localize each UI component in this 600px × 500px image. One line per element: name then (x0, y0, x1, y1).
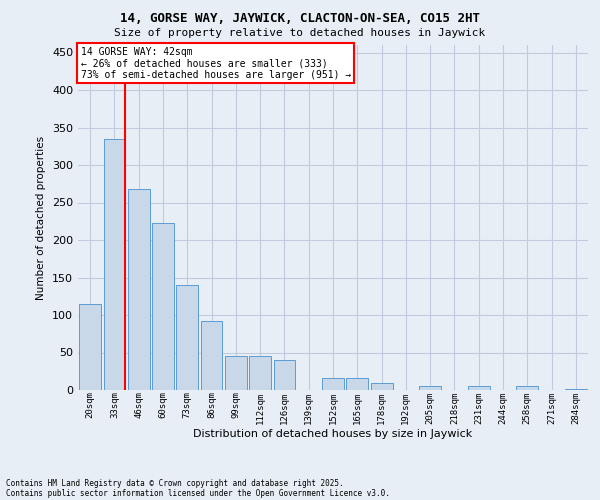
Text: Contains public sector information licensed under the Open Government Licence v3: Contains public sector information licen… (6, 488, 390, 498)
Bar (200, 321, 223, 390)
Bar (152, 223, 174, 390)
Bar (128, 189, 149, 390)
Text: Size of property relative to detached houses in Jaywick: Size of property relative to detached ho… (115, 28, 485, 38)
Bar (79, 304, 101, 390)
Text: Contains HM Land Registry data © Crown copyright and database right 2025.: Contains HM Land Registry data © Crown c… (6, 478, 344, 488)
Bar (249, 356, 271, 390)
Bar (346, 378, 368, 390)
Text: 14 GORSE WAY: 42sqm
← 26% of detached houses are smaller (333)
73% of semi-detac: 14 GORSE WAY: 42sqm ← 26% of detached ho… (80, 46, 351, 80)
Bar (176, 285, 198, 390)
X-axis label: Distribution of detached houses by size in Jaywick: Distribution of detached houses by size … (193, 429, 473, 439)
Bar (274, 360, 295, 390)
Bar (565, 389, 587, 390)
Bar (517, 386, 538, 390)
Bar (419, 386, 441, 390)
Bar (104, 138, 125, 390)
Text: 14, GORSE WAY, JAYWICK, CLACTON-ON-SEA, CO15 2HT: 14, GORSE WAY, JAYWICK, CLACTON-ON-SEA, … (120, 12, 480, 26)
Bar (468, 386, 490, 390)
Bar (225, 356, 247, 390)
Y-axis label: Number of detached properties: Number of detached properties (37, 136, 46, 300)
Bar (322, 378, 344, 390)
Bar (371, 383, 392, 390)
